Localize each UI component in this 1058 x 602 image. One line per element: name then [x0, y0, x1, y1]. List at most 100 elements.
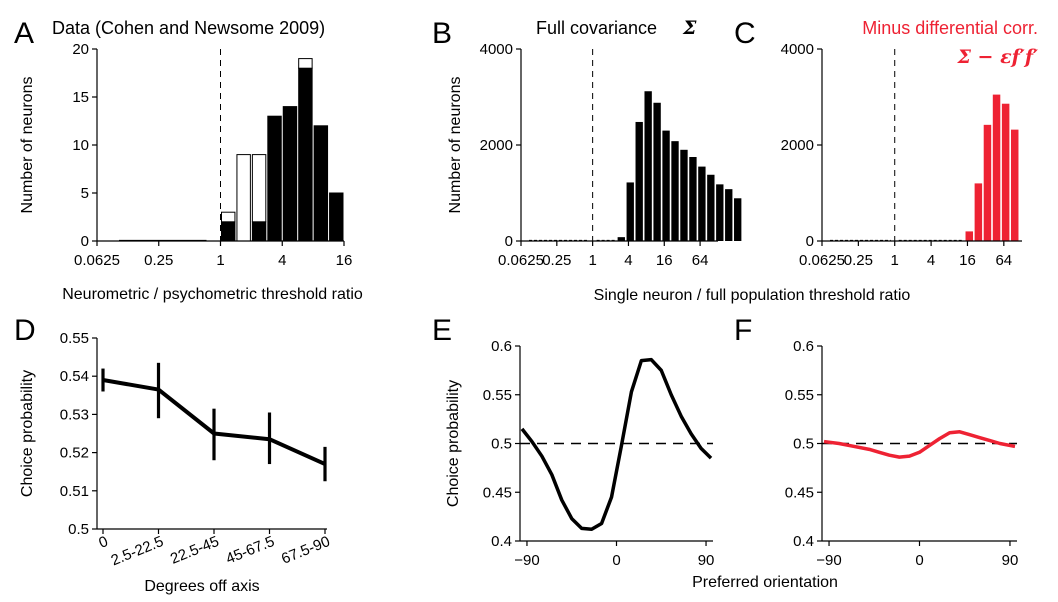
histogram-bar	[680, 149, 688, 241]
x-tick-label: 1	[216, 252, 224, 269]
histogram-bar	[716, 184, 724, 241]
panel-d-line-chart: D Choice probability Degrees off axis 0.5 0.…	[14, 314, 332, 595]
histogram-bar	[662, 130, 670, 241]
histogram-bar	[707, 174, 715, 241]
x-tick-label: 1	[588, 252, 596, 269]
panel-a-histogram: A Data (Cohen and Newsome 2009) Number of …	[14, 17, 363, 303]
y-tick-label: 0.5	[491, 436, 512, 453]
histogram-bar	[298, 58, 313, 69]
histogram-bar	[251, 154, 267, 223]
panel-title: Data (Cohen and Newsome 2009)	[52, 18, 325, 38]
series-line	[823, 430, 1016, 459]
y-tick-label: 0.45	[785, 484, 814, 501]
shared-x-axis-label-bc: Single neuron / full population threshol…	[594, 287, 911, 304]
x-tick-label: 67.5-90	[279, 533, 333, 568]
panel-label: A	[14, 17, 34, 50]
x-tick-label: 22.5-45	[168, 533, 222, 568]
y-tick-label: 0.5	[68, 521, 89, 538]
histogram-bar	[1001, 103, 1010, 241]
y-tick-label: 0.4	[793, 533, 814, 550]
y-tick-label: 0.55	[785, 387, 814, 404]
y-tick-label: 2000	[781, 137, 814, 154]
y-tick-label: 0.45	[483, 484, 512, 501]
x-tick-label: 4	[624, 252, 632, 269]
x-tick-label: −90	[816, 552, 841, 569]
y-axis-label: Number of neurons	[19, 77, 36, 214]
y-tick-label: 0.54	[60, 368, 89, 385]
histogram-bar	[734, 198, 742, 241]
y-tick-label: 0	[81, 233, 89, 250]
histogram-bar	[282, 106, 298, 242]
x-tick-label: 64	[995, 252, 1012, 269]
y-axis-label: Choice probability	[445, 380, 462, 507]
x-tick-label: 0	[915, 552, 923, 569]
histogram-bar	[644, 91, 652, 242]
panel-title: Full covariance	[536, 18, 657, 38]
panel-title: Minus differential corr.	[862, 18, 1038, 38]
y-tick-label: 0.6	[491, 338, 512, 355]
histogram-bar	[221, 221, 236, 242]
panel-label: B	[432, 17, 452, 50]
x-tick-label: 90	[1002, 552, 1019, 569]
panel-title-formula: Σ − εf′f′	[957, 46, 1039, 68]
histogram-bar	[992, 94, 1001, 241]
y-tick-label: 20	[72, 41, 89, 58]
histogram-bar	[617, 237, 625, 241]
histogram-bar	[653, 102, 661, 241]
y-tick-label: 0	[806, 233, 814, 250]
x-tick-label: 0.0625	[799, 252, 845, 269]
histogram-bar	[671, 141, 679, 241]
x-tick-label: −90	[514, 552, 539, 569]
y-tick-label: 2000	[480, 137, 513, 154]
histogram-bar	[626, 182, 634, 241]
y-tick-label: 0	[505, 233, 513, 250]
x-axis-label: Neurometric / psychometric threshold rat…	[62, 286, 363, 303]
x-tick-label: 90	[698, 552, 715, 569]
x-tick-label: 0.0625	[498, 252, 544, 269]
histogram-bar	[313, 125, 329, 242]
histogram-bar	[635, 121, 643, 241]
panel-label: E	[432, 314, 452, 347]
x-tick-label: 0	[96, 533, 110, 552]
histogram-bar	[974, 183, 983, 241]
x-tick-label: 0.25	[542, 252, 571, 269]
x-tick-label: 16	[959, 252, 976, 269]
y-tick-label: 4000	[480, 41, 513, 58]
x-tick-label: 0.0625	[74, 252, 120, 269]
histogram-bar	[298, 67, 313, 242]
y-tick-label: 0.53	[60, 406, 89, 423]
histogram-bar	[251, 221, 267, 242]
x-tick-label: 4	[278, 252, 286, 269]
histogram-bar	[983, 124, 992, 241]
panel-title-symbol: Σ	[682, 17, 697, 39]
y-axis-label: Number of neurons	[447, 77, 464, 214]
y-tick-label: 0.6	[793, 338, 814, 355]
panel-label: D	[14, 314, 36, 347]
histogram-bar	[236, 154, 251, 242]
x-tick-label: 0	[612, 552, 620, 569]
panel-label: F	[734, 314, 752, 347]
x-axis-label: Degrees off axis	[144, 578, 259, 595]
histogram-bar	[725, 189, 733, 241]
y-tick-label: 15	[72, 89, 89, 106]
histogram-bar	[689, 157, 697, 241]
panel-e-line-chart: E Choice probability Preferred orientation…	[432, 314, 838, 591]
y-axis-label: Choice probability	[19, 370, 36, 497]
y-tick-label: 0.55	[60, 330, 89, 347]
y-tick-label: 0.51	[60, 483, 89, 500]
x-tick-label: 1	[891, 252, 899, 269]
x-tick-label: 45-67.5	[223, 533, 277, 568]
x-tick-label: 2.5-22.5	[109, 533, 166, 569]
histogram-bar	[965, 231, 974, 241]
histogram-bar	[698, 166, 706, 241]
y-tick-label: 0.5	[793, 436, 814, 453]
x-tick-label: 16	[656, 252, 673, 269]
histogram-bar	[329, 192, 344, 242]
histogram-bar	[267, 115, 282, 242]
x-tick-label: 16	[336, 252, 353, 269]
y-tick-label: 10	[72, 137, 89, 154]
panel-f-line-chart: F 0.4 0.45 0.5 0.55 0.6 −90 0 90	[734, 314, 1018, 569]
